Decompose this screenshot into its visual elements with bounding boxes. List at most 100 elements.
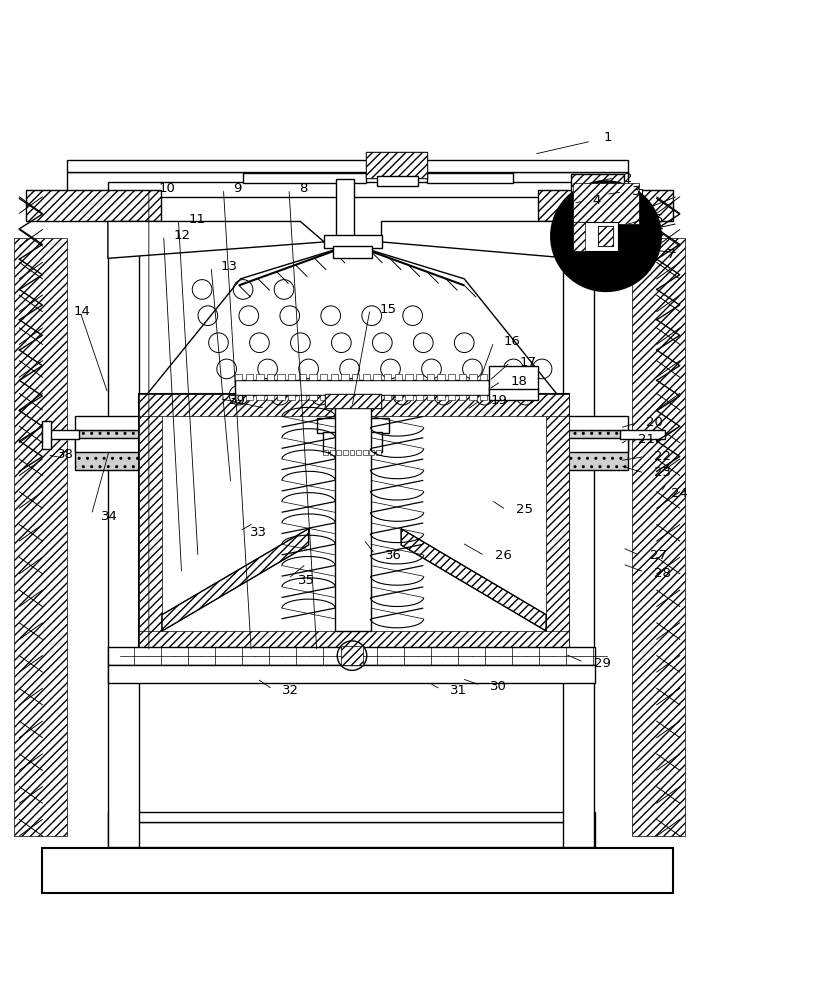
Bar: [43, 430, 79, 439]
Bar: [43, 848, 673, 893]
Bar: [620, 430, 665, 439]
Polygon shape: [139, 244, 565, 421]
Bar: [75, 430, 182, 470]
Bar: [341, 374, 349, 380]
Bar: [573, 222, 584, 251]
Bar: [309, 395, 316, 400]
Text: 39: 39: [229, 394, 246, 407]
Bar: [26, 190, 161, 221]
Bar: [139, 394, 569, 652]
Bar: [330, 450, 335, 455]
Bar: [75, 438, 628, 452]
Text: 12: 12: [173, 229, 191, 242]
Text: 27: 27: [650, 549, 667, 562]
Bar: [369, 450, 374, 455]
Text: 6: 6: [655, 227, 663, 240]
Bar: [437, 395, 445, 400]
Text: 30: 30: [491, 680, 507, 693]
Text: 17: 17: [520, 356, 537, 369]
Polygon shape: [108, 221, 324, 258]
Bar: [384, 374, 391, 380]
Bar: [459, 374, 466, 380]
Bar: [349, 450, 354, 455]
Bar: [363, 374, 370, 380]
Bar: [343, 450, 348, 455]
Text: 4: 4: [593, 194, 601, 207]
Bar: [108, 182, 595, 197]
Bar: [336, 450, 341, 455]
Bar: [373, 374, 381, 380]
Bar: [139, 404, 565, 421]
Bar: [14, 238, 67, 836]
Bar: [289, 374, 295, 380]
Bar: [566, 221, 624, 275]
Bar: [489, 366, 538, 390]
Bar: [235, 380, 489, 395]
Bar: [566, 221, 624, 275]
Text: 38: 38: [57, 448, 74, 461]
Bar: [376, 176, 418, 186]
Text: 13: 13: [221, 260, 238, 273]
Text: 28: 28: [654, 567, 672, 580]
Bar: [67, 172, 628, 193]
Bar: [405, 374, 413, 380]
Text: 35: 35: [298, 574, 315, 587]
Bar: [469, 395, 477, 400]
Bar: [235, 395, 242, 400]
Bar: [598, 226, 612, 246]
Bar: [352, 374, 359, 380]
Bar: [448, 395, 455, 400]
Bar: [335, 179, 353, 238]
Bar: [416, 374, 423, 380]
Bar: [256, 395, 264, 400]
Bar: [108, 647, 595, 665]
Text: 34: 34: [101, 510, 118, 523]
Bar: [309, 374, 316, 380]
Polygon shape: [573, 183, 639, 224]
Bar: [395, 374, 402, 380]
Bar: [298, 395, 306, 400]
Bar: [427, 395, 434, 400]
Bar: [139, 394, 162, 652]
Text: 7: 7: [667, 248, 675, 261]
Bar: [598, 226, 612, 246]
Bar: [573, 222, 618, 251]
Bar: [43, 421, 50, 449]
Polygon shape: [401, 529, 546, 631]
Bar: [267, 395, 275, 400]
Text: 14: 14: [73, 305, 90, 318]
Text: 23: 23: [654, 466, 672, 479]
Bar: [108, 175, 139, 847]
Bar: [384, 395, 391, 400]
Text: 22: 22: [654, 450, 672, 463]
Bar: [562, 175, 593, 847]
Bar: [139, 394, 569, 416]
Text: 33: 33: [250, 526, 266, 539]
Polygon shape: [381, 221, 570, 258]
Bar: [570, 174, 624, 223]
Bar: [243, 173, 366, 183]
Bar: [363, 395, 370, 400]
Bar: [323, 450, 328, 455]
Bar: [589, 184, 601, 195]
Bar: [437, 374, 445, 380]
Bar: [363, 450, 367, 455]
Bar: [267, 374, 275, 380]
Bar: [405, 395, 413, 400]
Bar: [341, 395, 349, 400]
Bar: [395, 395, 402, 400]
Bar: [320, 374, 327, 380]
Text: 25: 25: [516, 503, 533, 516]
Bar: [235, 374, 242, 380]
Text: 5: 5: [655, 213, 663, 226]
Bar: [298, 374, 306, 380]
Bar: [335, 403, 371, 631]
Bar: [108, 822, 595, 847]
Text: 3: 3: [632, 185, 640, 198]
Bar: [256, 374, 264, 380]
Text: 26: 26: [495, 549, 511, 562]
Bar: [108, 665, 595, 683]
Bar: [480, 374, 487, 380]
Circle shape: [551, 181, 661, 291]
Bar: [373, 395, 381, 400]
